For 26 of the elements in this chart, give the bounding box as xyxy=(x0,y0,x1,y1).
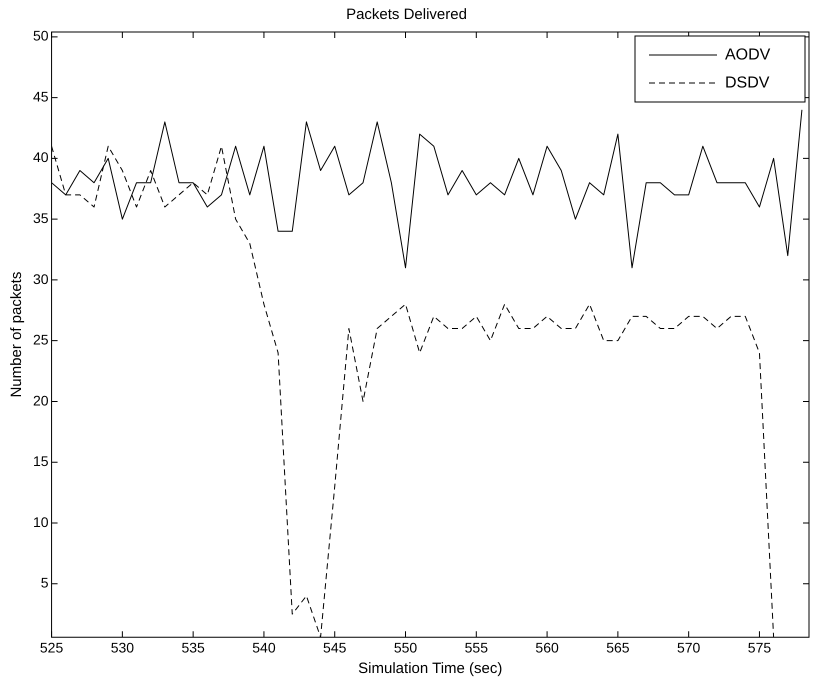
x-tick-label: 560 xyxy=(535,639,559,656)
y-tick-label: 30 xyxy=(32,270,49,287)
y-tick-label: 20 xyxy=(32,392,49,408)
y-tick-label: 35 xyxy=(32,210,49,226)
x-tick-label: 550 xyxy=(394,639,418,656)
x-tick-label: 570 xyxy=(676,639,701,656)
x-tick-label: 575 xyxy=(748,639,772,656)
x-tick-label: 525 xyxy=(40,639,64,656)
y-axis-title: Number of packets xyxy=(8,272,26,398)
y-tick-label: 15 xyxy=(32,453,49,470)
y-tick-label: 40 xyxy=(32,149,49,166)
y-tick-label: 45 xyxy=(32,88,49,104)
x-axis-title: Simulation Time (sec) xyxy=(358,660,502,678)
y-tick-label: 50 xyxy=(32,28,49,44)
legend-label: AODV xyxy=(725,46,771,64)
x-tick-label: 555 xyxy=(464,639,488,656)
y-tick-label: 5 xyxy=(40,574,49,591)
y-tick-label: 25 xyxy=(32,332,49,348)
x-tick-label: 530 xyxy=(110,639,134,656)
x-tick-label: 565 xyxy=(606,639,630,656)
x-tick-label: 545 xyxy=(323,639,347,656)
x-tick-label: 540 xyxy=(252,639,276,656)
legend-label: DSDV xyxy=(725,74,770,92)
y-tick-label: 10 xyxy=(32,514,49,530)
x-tick-label: 535 xyxy=(181,639,206,656)
chart-title: Packets Delivered xyxy=(346,6,467,24)
